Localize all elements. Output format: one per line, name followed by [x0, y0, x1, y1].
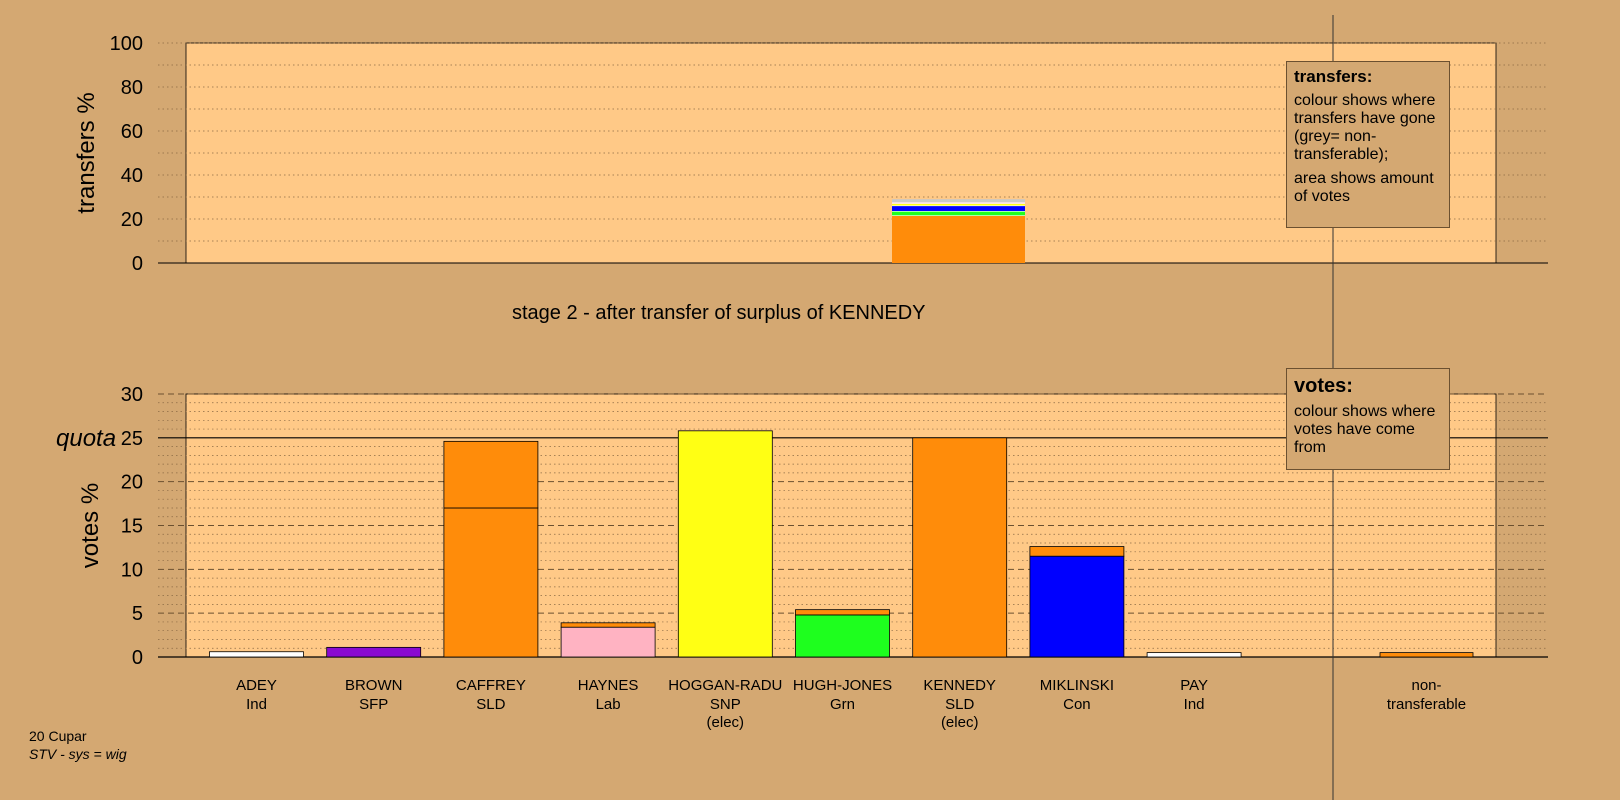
candidate-name-label: CAFFREY — [456, 677, 526, 694]
votes-axis-label: votes % — [77, 483, 104, 568]
quota-label: quota — [56, 425, 116, 452]
transfers-tick-label: 100 — [110, 33, 143, 55]
candidate-party-label: SLD — [945, 696, 974, 713]
candidate-name-label: ADEY — [236, 677, 277, 694]
bar-miklinski-segment-1 — [1029, 555, 1125, 658]
transfer-segment-grn — [892, 211, 1025, 216]
transfer-segment-sld — [892, 215, 1025, 263]
votes-tick-label: 30 — [121, 384, 143, 406]
legend-transfers: transfers: colour shows where transfers … — [1286, 61, 1450, 228]
candidate-name-label: PAY — [1180, 677, 1208, 694]
candidate-name-label: HUGH-JONES — [793, 677, 892, 694]
candidate-name-label: HOGGAN-RADU — [668, 677, 782, 694]
bar-haynes-segment-1 — [560, 626, 656, 658]
bar-caffrey-segment-2 — [443, 440, 539, 509]
legend-votes-title: votes: — [1294, 375, 1353, 397]
footer-system: STV - sys = wig — [29, 746, 127, 762]
bar-hoggan-radu-segment-1 — [677, 430, 773, 658]
candidate-party-label: SNP — [710, 696, 741, 713]
transfers-tick-label: 80 — [121, 77, 143, 99]
legend-votes-text: colour shows where votes have come from — [1294, 403, 1436, 456]
votes-tick-label: 25 — [121, 428, 143, 450]
transfer-segment-con — [892, 205, 1025, 212]
legend-transfers-text-1: colour shows where transfers have gone (… — [1294, 92, 1436, 163]
candidate-party-label: SLD — [476, 696, 505, 713]
transfer-segment-non-transferable — [892, 199, 1025, 203]
candidate-party-label: Ind — [246, 696, 267, 713]
transfers-plot-area — [185, 42, 1497, 264]
votes-tick-label: 20 — [121, 472, 143, 494]
candidate-party-label: Grn — [830, 696, 855, 713]
bar-caffrey-segment-1 — [443, 507, 539, 658]
transfer-segment-lab — [892, 202, 1025, 204]
bar-hugh-jones-segment-1 — [795, 614, 890, 658]
votes-tick-label: 0 — [132, 647, 143, 669]
votes-tick-label: 5 — [132, 603, 143, 625]
transfers-axis-label: transfers % — [73, 92, 100, 213]
candidate-elected-label: (elec) — [707, 714, 745, 731]
bar-miklinski-segment-2 — [1029, 546, 1125, 557]
bar-pay-segment-1 — [1146, 652, 1242, 658]
legend-transfers-title: transfers: — [1294, 67, 1373, 86]
transfers-tick-label: 0 — [132, 253, 143, 275]
bar-brown-segment-1 — [326, 646, 422, 658]
candidate-name-label: BROWN — [345, 677, 403, 694]
candidate-party-label: Con — [1063, 696, 1091, 713]
bar-kennedy-segment-1 — [912, 437, 1008, 658]
candidate-elected-label: (elec) — [941, 714, 979, 731]
transfer-segment-snp — [892, 203, 1025, 206]
candidate-party-label: Lab — [596, 696, 621, 713]
votes-tick-label: 15 — [121, 516, 143, 538]
candidate-name-label: MIKLINSKI — [1040, 677, 1114, 694]
bar-haynes-segment-2 — [560, 622, 656, 628]
transfers-tick-label: 40 — [121, 165, 143, 187]
legend-transfers-text-2: area shows amount of votes — [1294, 170, 1434, 205]
bar-hugh-jones-segment-2 — [795, 609, 890, 616]
nontransferable-label-1: non- — [1411, 677, 1441, 694]
bar-nontransferable-segment-1 — [1379, 652, 1474, 658]
candidate-party-label: Ind — [1184, 696, 1205, 713]
legend-votes: votes: colour shows where votes have com… — [1286, 368, 1450, 470]
transfers-tick-label: 60 — [121, 121, 143, 143]
bar-adey-segment-1 — [209, 651, 304, 658]
nontransferable-label-2: transferable — [1387, 696, 1466, 713]
candidate-name-label: HAYNES — [578, 677, 639, 694]
footer-area-name: 20 Cupar — [29, 728, 87, 744]
stage-title: stage 2 - after transfer of surplus of K… — [512, 302, 926, 324]
candidate-party-label: SFP — [359, 696, 388, 713]
transfers-chart: 0 20 40 60 80 100 transfers % — [73, 33, 1548, 275]
candidate-name-label: KENNEDY — [923, 677, 996, 694]
votes-tick-label: 10 — [121, 559, 143, 581]
transfers-tick-label: 20 — [121, 209, 143, 231]
